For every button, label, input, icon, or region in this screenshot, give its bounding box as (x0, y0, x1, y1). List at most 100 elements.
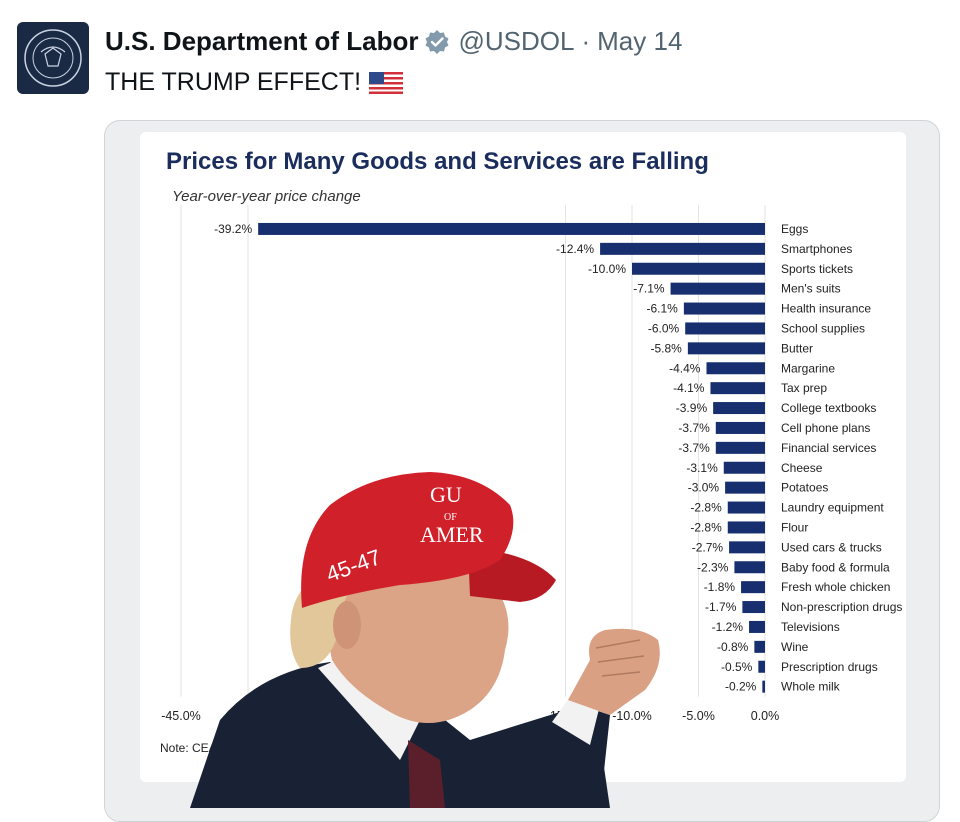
category-label: Fresh whole chicken (781, 580, 890, 594)
category-label: Baby food & formula (781, 560, 890, 574)
data-label: -39.2% (214, 222, 252, 236)
data-label: -2.8% (690, 520, 722, 534)
x-tick-label: 0.0% (751, 709, 780, 723)
tweet-date[interactable]: May 14 (597, 26, 683, 56)
chart-card (140, 132, 906, 782)
category-label: Men's suits (781, 282, 841, 296)
data-label: -3.1% (686, 461, 718, 475)
bar (742, 601, 765, 614)
bar (749, 620, 765, 633)
data-label: -2.8% (690, 501, 722, 515)
department-seal-icon (24, 29, 82, 87)
display-name[interactable]: U.S. Department of Labor (105, 26, 419, 56)
data-label: -4.4% (669, 361, 701, 375)
category-label: Used cars & trucks (781, 540, 882, 554)
bar (741, 581, 765, 594)
data-label: -6.1% (647, 302, 679, 316)
separator-dot: · (581, 26, 591, 56)
data-label: -7.1% (633, 282, 665, 296)
category-label: Butter (781, 341, 813, 355)
data-label: -3.7% (678, 421, 710, 435)
bar (723, 461, 765, 474)
data-label: -10.0% (588, 262, 626, 276)
us-flag-icon (369, 71, 404, 94)
tweet-text-content: THE TRUMP EFFECT! (105, 68, 362, 96)
bar (670, 282, 765, 295)
raised-fist (568, 628, 660, 715)
data-label: -0.5% (721, 660, 753, 674)
bar (715, 421, 765, 434)
data-label: -5.8% (651, 341, 683, 355)
category-label: Flour (781, 520, 808, 534)
fist-knuckles (595, 639, 645, 677)
cap-text-bottom: AMER (420, 522, 484, 547)
bar (632, 262, 765, 275)
category-label: Prescription drugs (781, 660, 878, 674)
bar (758, 660, 765, 673)
x-tick-label: -5.0% (682, 709, 715, 723)
category-label: Health insurance (781, 302, 871, 316)
category-label: Margarine (781, 361, 835, 375)
bar (734, 561, 765, 574)
chart-subtitle: Year-over-year price change (172, 188, 361, 205)
bar (754, 640, 765, 653)
tweet-text: THE TRUMP EFFECT! (105, 68, 404, 97)
category-label: School supplies (781, 321, 865, 335)
bar (725, 481, 765, 494)
cap-text-of: OF (444, 512, 457, 523)
data-label: -4.1% (673, 381, 705, 395)
category-label: Eggs (781, 222, 808, 236)
data-label: -0.8% (717, 640, 749, 654)
bar (729, 541, 765, 554)
user-handle[interactable]: @USDOL (458, 26, 575, 56)
x-tick-label: -45.0% (161, 709, 201, 723)
bar (687, 342, 765, 355)
data-label: -1.8% (704, 580, 736, 594)
bar (685, 322, 765, 335)
cap-text-front: GU (430, 482, 462, 507)
category-label: College textbooks (781, 401, 876, 415)
bar (715, 441, 765, 454)
category-label: Cheese (781, 461, 823, 475)
category-label: Wine (781, 640, 809, 654)
data-label: -1.7% (705, 600, 737, 614)
bar (710, 382, 765, 395)
data-label: -3.0% (688, 481, 720, 495)
category-label: Televisions (781, 620, 840, 634)
bar (762, 680, 765, 693)
verified-badge-icon (425, 29, 449, 54)
category-label: Tax prep (781, 381, 827, 395)
data-label: -3.7% (678, 441, 710, 455)
ear (333, 601, 361, 649)
tie (408, 740, 445, 808)
category-label: Laundry equipment (781, 501, 884, 515)
x-tick-label: -10.0% (612, 709, 652, 723)
bar (706, 362, 765, 375)
bar (713, 402, 765, 415)
red-cap (301, 472, 514, 608)
category-label: Whole milk (781, 680, 841, 694)
data-label: -12.4% (556, 242, 594, 256)
bar (683, 302, 765, 315)
category-label: Sports tickets (781, 262, 853, 276)
chart-title: Prices for Many Goods and Services are F… (166, 148, 709, 175)
category-label: Cell phone plans (781, 421, 870, 435)
avatar[interactable] (17, 22, 89, 94)
category-label: Non-prescription drugs (781, 600, 902, 614)
bar-chart: -45.0%-40.0%-15.0%-10.0%-5.0%0.0%-39.2%E… (161, 205, 902, 723)
data-label: -0.2% (725, 680, 757, 694)
bar (258, 222, 765, 235)
tweet-name-line: U.S. Department of Labor @USDOL · May 14 (105, 26, 682, 57)
data-label: -1.2% (712, 620, 744, 634)
data-label: -6.0% (648, 321, 680, 335)
bar (600, 242, 765, 255)
category-label: Potatoes (781, 481, 828, 495)
bar (727, 521, 765, 534)
data-label: -3.9% (676, 401, 708, 415)
shirt-collar (318, 650, 420, 760)
category-label: Financial services (781, 441, 876, 455)
bar (727, 501, 765, 514)
tweet-header: U.S. Department of Labor @USDOL · May 14… (17, 22, 947, 102)
category-label: Smartphones (781, 242, 852, 256)
